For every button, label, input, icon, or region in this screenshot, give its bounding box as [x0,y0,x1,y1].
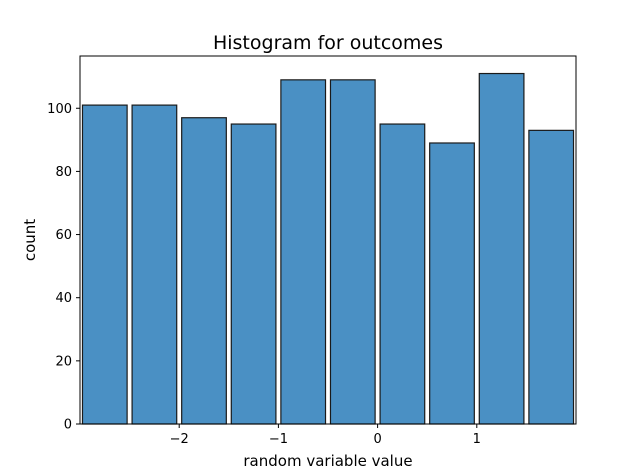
y-tick-label-0: 0 [64,418,72,433]
x-axis-ticks: −2 −1 0 1 [170,424,481,447]
histogram-bar-6 [379,123,426,425]
histogram-bar-7 [429,142,475,425]
x-tick-label-2: 0 [373,432,381,447]
y-tick-label-4: 80 [55,165,72,180]
y-axis-ticks: 0 20 40 60 80 100 [47,102,80,433]
histogram-bar-5 [329,79,376,425]
plot-area-frame [79,55,577,425]
x-tick-label-3: 1 [473,432,481,447]
histogram-bar-9 [528,129,575,425]
x-tick-label-0: −2 [170,432,189,447]
histogram-bar-8 [478,72,525,425]
y-tick-label-3: 60 [55,228,72,243]
histogram-bar-4 [280,79,327,425]
x-axis-label: random variable value [243,452,412,470]
histogram-bar-0 [81,104,128,425]
y-tick-label-2: 40 [55,291,72,306]
y-tick-label-5: 100 [47,102,72,117]
histogram-bar-3 [230,123,277,425]
x-tick-label-1: −1 [269,432,288,447]
histogram-bar-2 [181,117,227,425]
chart-title: Histogram for outcomes [213,32,443,54]
histogram-bar-1 [131,104,178,425]
bars-layer [81,72,575,425]
y-axis-label: count [21,219,39,261]
y-tick-label-1: 20 [55,354,72,369]
